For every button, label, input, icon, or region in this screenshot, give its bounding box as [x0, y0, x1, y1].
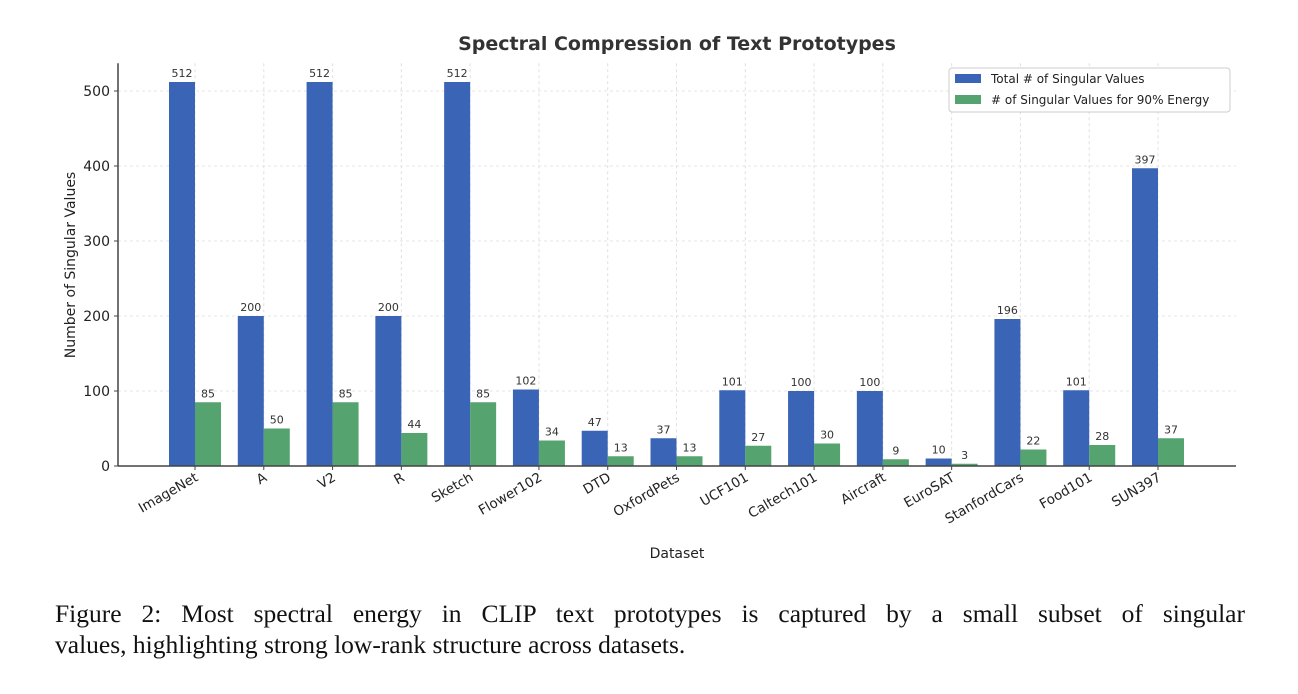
legend: Total # of Singular Values # of Singular… [948, 67, 1231, 113]
data-label-90-energy: 44 [407, 418, 421, 431]
bar-total [925, 458, 952, 466]
x-tick-label: EuroSAT [901, 469, 958, 511]
bar-total [856, 391, 883, 466]
data-label-total: 10 [932, 444, 946, 457]
data-label-90-energy: 28 [1095, 430, 1109, 443]
bar-total [581, 430, 608, 466]
bar-chart: 512 85 200 50 512 85 200 44 512 85 102 34 47 13 37 13 10… [63, 33, 1236, 562]
x-tick-label: DTD [581, 470, 614, 498]
data-label-90-energy: 30 [820, 429, 834, 442]
x-tick-label: OxfordPets [611, 470, 683, 521]
bar-90-energy [814, 443, 841, 466]
legend-label-total: Total # of Singular Values [990, 72, 1145, 86]
data-label-90-energy: 22 [1026, 435, 1040, 448]
bar-90-energy [1158, 438, 1184, 466]
data-label-90-energy: 85 [476, 387, 490, 400]
data-label-total: 37 [657, 423, 671, 436]
data-label-total: 102 [515, 375, 536, 388]
data-label-total: 101 [1066, 375, 1087, 388]
x-tick-label: Caltech101 [746, 470, 821, 522]
caption-line-2: values, highlighting strong low-rank str… [55, 630, 686, 659]
data-label-total: 512 [447, 67, 468, 80]
x-tick-label: SUN397 [1109, 470, 1164, 511]
data-label-total: 397 [1135, 153, 1156, 166]
legend-swatch-90-energy [955, 95, 981, 104]
x-tick-label: ImageNet [136, 470, 201, 517]
y-tick-label: 400 [83, 159, 110, 175]
y-axis-label: Number of Singular Values [63, 172, 79, 358]
bar-90-energy [195, 402, 221, 466]
x-tick-label: Food101 [1037, 470, 1095, 513]
y-tick-label: 300 [83, 234, 110, 250]
data-label-90-energy: 37 [1164, 423, 1178, 436]
y-tick-label: 500 [83, 84, 110, 100]
data-label-total: 512 [172, 67, 193, 80]
bar-total [306, 82, 333, 466]
x-tick-label: Aircraft [838, 470, 889, 509]
data-labels: 512 85 200 50 512 85 200 44 512 85 102 34 47 13 37 13 10… [172, 67, 1179, 462]
legend-label-90-energy: # of Singular Values for 90% Energy [991, 93, 1209, 107]
bar-total [237, 316, 264, 466]
x-tick-label: Sketch [429, 470, 476, 507]
data-label-total: 200 [240, 301, 261, 314]
bar-90-energy [951, 463, 978, 466]
bars [169, 82, 1184, 466]
bar-90-energy [263, 428, 290, 466]
bar-total [1132, 168, 1158, 466]
bar-total [375, 316, 402, 466]
bar-90-energy [401, 433, 428, 466]
x-tick-label: StanfordCars [942, 470, 1026, 528]
data-label-90-energy: 34 [545, 426, 559, 439]
data-label-90-energy: 50 [270, 414, 284, 427]
figure-caption: Figure 2: Most spectral energy in CLIP t… [55, 598, 1245, 660]
x-tick-label: UCF101 [698, 470, 752, 510]
data-label-90-energy: 3 [961, 449, 968, 462]
bar-90-energy [607, 456, 634, 466]
bar-total [444, 82, 471, 466]
data-label-90-energy: 13 [683, 441, 697, 454]
bar-total [788, 391, 815, 466]
bar-total [169, 82, 195, 466]
y-tick-label: 200 [83, 309, 110, 325]
data-label-total: 200 [378, 301, 399, 314]
x-tick-label: Flower102 [476, 470, 545, 519]
x-tick-label: V2 [315, 470, 338, 493]
bar-90-energy [745, 445, 772, 466]
data-label-total: 101 [722, 375, 743, 388]
data-label-90-energy: 85 [201, 387, 215, 400]
bar-total [1063, 390, 1090, 466]
data-label-90-energy: 13 [614, 441, 628, 454]
x-tick-label: A [254, 469, 271, 488]
data-label-total: 100 [791, 376, 812, 389]
bar-90-energy [470, 402, 497, 466]
bar-90-energy [538, 440, 565, 466]
legend-frame [948, 67, 1231, 113]
bar-90-energy [882, 459, 909, 466]
x-tick-label: R [391, 470, 407, 489]
bar-90-energy [1020, 449, 1047, 466]
bar-total [994, 319, 1021, 466]
y-tick-label: 100 [83, 384, 110, 400]
data-label-total: 47 [588, 416, 602, 429]
bar-total [512, 389, 539, 466]
data-label-90-energy: 9 [892, 444, 899, 457]
data-label-total: 100 [859, 376, 880, 389]
data-label-total: 196 [997, 304, 1018, 317]
bar-90-energy [332, 402, 359, 466]
bar-total [650, 438, 677, 466]
y-tick-label: 0 [101, 459, 110, 475]
data-label-90-energy: 27 [751, 431, 765, 444]
chart-title: Spectral Compression of Text Prototypes [458, 33, 896, 55]
caption-line-1: Figure 2: Most spectral energy in CLIP t… [55, 599, 1245, 628]
bar-total [719, 390, 746, 466]
bar-90-energy [1089, 445, 1116, 466]
x-axis-label: Dataset [650, 546, 705, 562]
data-label-total: 512 [309, 67, 330, 80]
data-label-90-energy: 85 [339, 387, 353, 400]
bar-90-energy [676, 456, 703, 466]
legend-swatch-total [955, 74, 981, 83]
